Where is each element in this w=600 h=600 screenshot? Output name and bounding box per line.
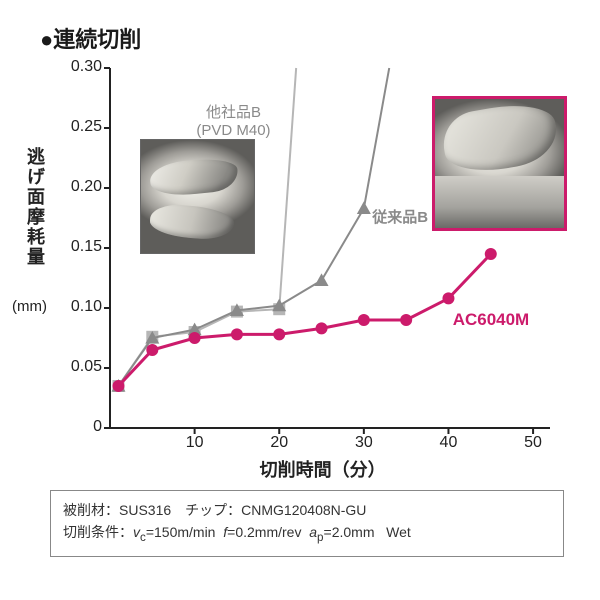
section-title: ●連続切削 [40,22,141,54]
y-tick: 0 [52,418,102,436]
y-tick: 0.15 [52,238,102,256]
conditions-l1-pre: 被削材： [63,502,119,518]
conditions-l1-mid: チップ： [171,502,241,518]
y-tick: 0.05 [52,358,102,376]
series-label-juuraihin-b: 従来品B [372,206,428,227]
annotation-tashahin-b-line2: (PVD M40) [196,122,270,139]
conditions-l2-pre: 切削条件： [63,524,133,540]
x-tick: 20 [264,434,294,452]
conditions-line-1: 被削材：SUS316 チップ：CNMG120408N-GU [63,499,551,521]
conditions-l1-material: SUS316 [119,502,171,518]
series-label-ac6040m: AC6040M [453,310,530,330]
conditions-l1-chip: CNMG120408N-GU [241,502,366,518]
conditions-ap-eq: =2.0mm [324,524,375,540]
inset-photo-left [140,139,255,254]
conditions-wet: Wet [386,524,411,540]
y-axis-title: 逃げ面摩耗量 [22,147,48,267]
annotation-tashahin-b-line1: 他社品B [206,104,261,121]
x-tick: 30 [349,434,379,452]
conditions-line-2: 切削条件：vc=150m/min f=0.2mm/rev ap=2.0mm We… [63,521,551,547]
x-axis-label: 切削時間（分） [260,456,386,482]
y-tick: 0.30 [52,58,102,76]
inset-photo-right [432,96,567,231]
y-axis-unit: (mm) [12,298,47,315]
x-tick: 10 [180,434,210,452]
conditions-box: 被削材：SUS316 チップ：CNMG120408N-GU 切削条件：vc=15… [50,490,564,557]
conditions-vc-eq: =150m/min [146,524,216,540]
x-tick: 50 [518,434,548,452]
conditions-f-eq: =0.2mm/rev [227,524,301,540]
y-tick: 0.10 [52,298,102,316]
x-tick: 40 [433,434,463,452]
conditions-ap-sym: a [309,524,317,540]
annotation-tashahin-b: 他社品B (PVD M40) [183,104,283,140]
y-tick: 0.20 [52,178,102,196]
y-tick: 0.25 [52,118,102,136]
conditions-vc-sym: v [133,524,140,540]
